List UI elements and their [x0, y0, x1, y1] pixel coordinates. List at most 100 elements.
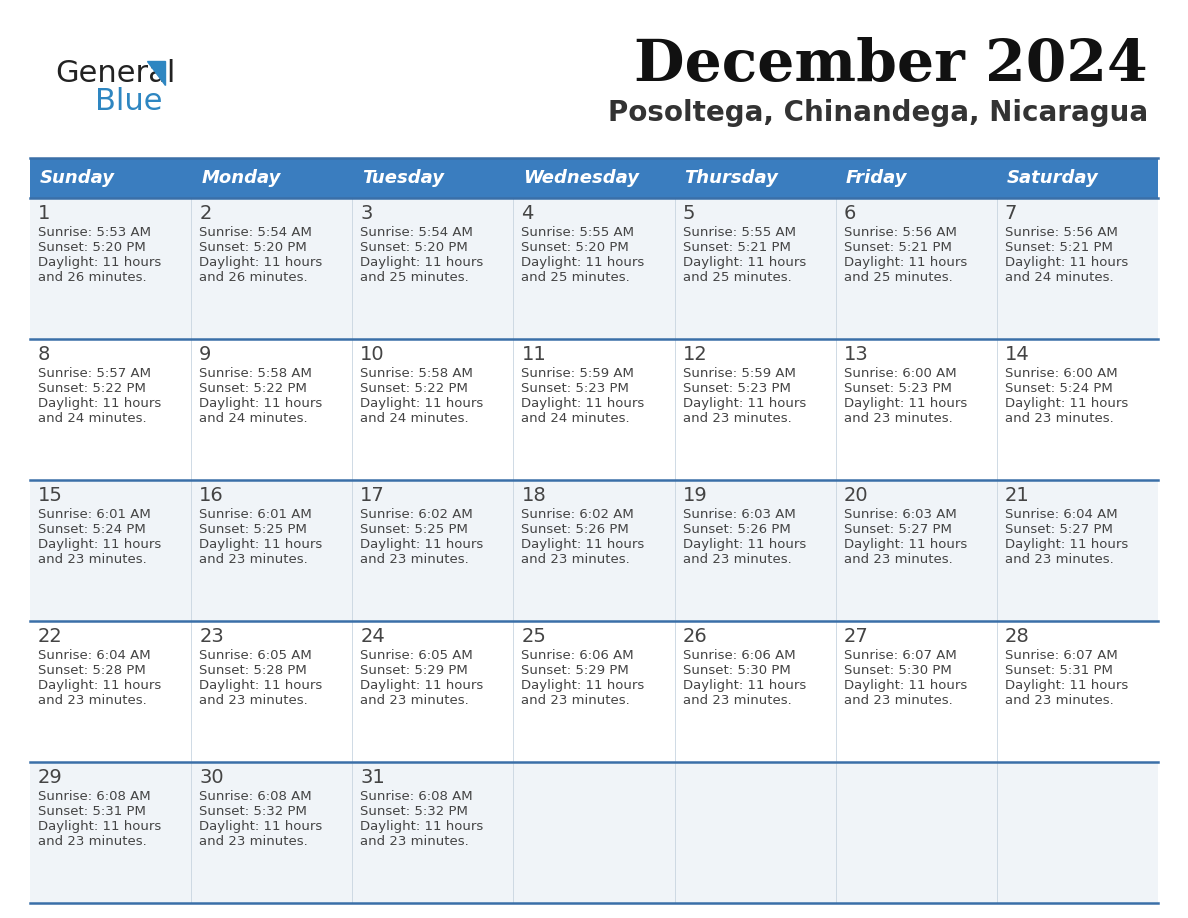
Text: Sunset: 5:23 PM: Sunset: 5:23 PM — [843, 382, 952, 395]
Text: Sunset: 5:27 PM: Sunset: 5:27 PM — [1005, 523, 1113, 536]
Text: Sunset: 5:21 PM: Sunset: 5:21 PM — [1005, 241, 1113, 254]
Text: Daylight: 11 hours: Daylight: 11 hours — [522, 679, 645, 692]
Text: Sunset: 5:32 PM: Sunset: 5:32 PM — [200, 805, 307, 818]
Text: Daylight: 11 hours: Daylight: 11 hours — [38, 679, 162, 692]
Text: Sunrise: 6:00 AM: Sunrise: 6:00 AM — [843, 367, 956, 380]
Text: Sunset: 5:24 PM: Sunset: 5:24 PM — [1005, 382, 1113, 395]
Bar — [30, 339, 1158, 480]
Text: and 23 minutes.: and 23 minutes. — [1005, 412, 1113, 425]
Text: 20: 20 — [843, 486, 868, 505]
Text: and 24 minutes.: and 24 minutes. — [522, 412, 630, 425]
Bar — [997, 158, 1158, 198]
Text: and 23 minutes.: and 23 minutes. — [360, 835, 469, 848]
Text: Sunrise: 6:06 AM: Sunrise: 6:06 AM — [522, 649, 634, 662]
Text: 24: 24 — [360, 627, 385, 646]
Text: 9: 9 — [200, 345, 211, 364]
Text: Sunset: 5:27 PM: Sunset: 5:27 PM — [843, 523, 952, 536]
Text: Sunrise: 5:57 AM: Sunrise: 5:57 AM — [38, 367, 151, 380]
Text: 3: 3 — [360, 204, 373, 223]
Text: Daylight: 11 hours: Daylight: 11 hours — [522, 256, 645, 269]
Text: Sunrise: 6:04 AM: Sunrise: 6:04 AM — [1005, 508, 1118, 521]
Text: Sunrise: 5:54 AM: Sunrise: 5:54 AM — [360, 226, 473, 239]
Text: 25: 25 — [522, 627, 546, 646]
Text: and 23 minutes.: and 23 minutes. — [200, 694, 308, 707]
Bar — [30, 621, 1158, 762]
Text: and 25 minutes.: and 25 minutes. — [683, 271, 791, 284]
Text: Sunset: 5:25 PM: Sunset: 5:25 PM — [200, 523, 307, 536]
Text: Saturday: Saturday — [1007, 169, 1099, 187]
Text: Sunrise: 6:07 AM: Sunrise: 6:07 AM — [843, 649, 956, 662]
Text: Sunset: 5:30 PM: Sunset: 5:30 PM — [683, 664, 790, 677]
Text: and 24 minutes.: and 24 minutes. — [200, 412, 308, 425]
Text: December 2024: December 2024 — [634, 37, 1148, 93]
Text: Daylight: 11 hours: Daylight: 11 hours — [522, 538, 645, 551]
Text: and 23 minutes.: and 23 minutes. — [200, 553, 308, 566]
Text: Daylight: 11 hours: Daylight: 11 hours — [360, 256, 484, 269]
Text: and 23 minutes.: and 23 minutes. — [683, 412, 791, 425]
Bar — [191, 158, 353, 198]
Text: Sunset: 5:28 PM: Sunset: 5:28 PM — [200, 664, 307, 677]
Text: Sunset: 5:22 PM: Sunset: 5:22 PM — [38, 382, 146, 395]
Text: Sunrise: 6:03 AM: Sunrise: 6:03 AM — [843, 508, 956, 521]
Text: Sunrise: 5:53 AM: Sunrise: 5:53 AM — [38, 226, 151, 239]
Text: 18: 18 — [522, 486, 546, 505]
Bar — [30, 198, 1158, 339]
Bar — [30, 158, 191, 198]
Text: Sunrise: 6:08 AM: Sunrise: 6:08 AM — [38, 790, 151, 803]
Text: Sunrise: 5:58 AM: Sunrise: 5:58 AM — [200, 367, 312, 380]
Text: Sunrise: 5:59 AM: Sunrise: 5:59 AM — [522, 367, 634, 380]
Text: and 23 minutes.: and 23 minutes. — [360, 694, 469, 707]
Text: 8: 8 — [38, 345, 50, 364]
Text: Wednesday: Wednesday — [524, 169, 639, 187]
Text: Daylight: 11 hours: Daylight: 11 hours — [200, 538, 322, 551]
Text: and 23 minutes.: and 23 minutes. — [38, 553, 147, 566]
Text: Sunset: 5:32 PM: Sunset: 5:32 PM — [360, 805, 468, 818]
Text: Sunset: 5:29 PM: Sunset: 5:29 PM — [360, 664, 468, 677]
Text: Sunrise: 5:58 AM: Sunrise: 5:58 AM — [360, 367, 473, 380]
Text: 29: 29 — [38, 768, 63, 787]
Text: and 23 minutes.: and 23 minutes. — [1005, 694, 1113, 707]
Text: Daylight: 11 hours: Daylight: 11 hours — [38, 820, 162, 833]
Text: and 25 minutes.: and 25 minutes. — [522, 271, 630, 284]
Text: 23: 23 — [200, 627, 223, 646]
Text: Sunrise: 6:01 AM: Sunrise: 6:01 AM — [200, 508, 312, 521]
Text: 15: 15 — [38, 486, 63, 505]
Text: 14: 14 — [1005, 345, 1030, 364]
Text: Daylight: 11 hours: Daylight: 11 hours — [683, 397, 805, 410]
Text: Daylight: 11 hours: Daylight: 11 hours — [843, 397, 967, 410]
Text: Sunrise: 6:03 AM: Sunrise: 6:03 AM — [683, 508, 795, 521]
Text: Blue: Blue — [95, 86, 163, 116]
Text: 21: 21 — [1005, 486, 1030, 505]
Text: Daylight: 11 hours: Daylight: 11 hours — [360, 820, 484, 833]
Text: Sunrise: 6:07 AM: Sunrise: 6:07 AM — [1005, 649, 1118, 662]
Text: 1: 1 — [38, 204, 50, 223]
Text: Sunrise: 6:05 AM: Sunrise: 6:05 AM — [200, 649, 312, 662]
Text: Sunset: 5:22 PM: Sunset: 5:22 PM — [200, 382, 307, 395]
Text: Sunrise: 6:06 AM: Sunrise: 6:06 AM — [683, 649, 795, 662]
Text: Daylight: 11 hours: Daylight: 11 hours — [683, 679, 805, 692]
Text: and 23 minutes.: and 23 minutes. — [843, 412, 953, 425]
Text: and 23 minutes.: and 23 minutes. — [843, 694, 953, 707]
Text: Sunrise: 6:02 AM: Sunrise: 6:02 AM — [360, 508, 473, 521]
Text: Sunrise: 5:54 AM: Sunrise: 5:54 AM — [200, 226, 312, 239]
Text: 31: 31 — [360, 768, 385, 787]
Text: and 23 minutes.: and 23 minutes. — [1005, 553, 1113, 566]
Bar — [675, 158, 835, 198]
Text: 7: 7 — [1005, 204, 1017, 223]
Text: and 24 minutes.: and 24 minutes. — [360, 412, 469, 425]
Text: Sunrise: 5:59 AM: Sunrise: 5:59 AM — [683, 367, 796, 380]
Text: Daylight: 11 hours: Daylight: 11 hours — [1005, 397, 1129, 410]
Text: Sunset: 5:29 PM: Sunset: 5:29 PM — [522, 664, 630, 677]
Text: Daylight: 11 hours: Daylight: 11 hours — [200, 820, 322, 833]
Text: and 23 minutes.: and 23 minutes. — [683, 553, 791, 566]
Text: Daylight: 11 hours: Daylight: 11 hours — [843, 256, 967, 269]
Text: Sunset: 5:21 PM: Sunset: 5:21 PM — [683, 241, 790, 254]
Text: and 23 minutes.: and 23 minutes. — [522, 694, 630, 707]
Text: Daylight: 11 hours: Daylight: 11 hours — [683, 538, 805, 551]
Text: Sunrise: 5:55 AM: Sunrise: 5:55 AM — [522, 226, 634, 239]
Text: Sunset: 5:26 PM: Sunset: 5:26 PM — [522, 523, 630, 536]
Text: Sunrise: 6:02 AM: Sunrise: 6:02 AM — [522, 508, 634, 521]
Text: Daylight: 11 hours: Daylight: 11 hours — [38, 397, 162, 410]
Text: 11: 11 — [522, 345, 546, 364]
Text: General: General — [55, 59, 176, 87]
